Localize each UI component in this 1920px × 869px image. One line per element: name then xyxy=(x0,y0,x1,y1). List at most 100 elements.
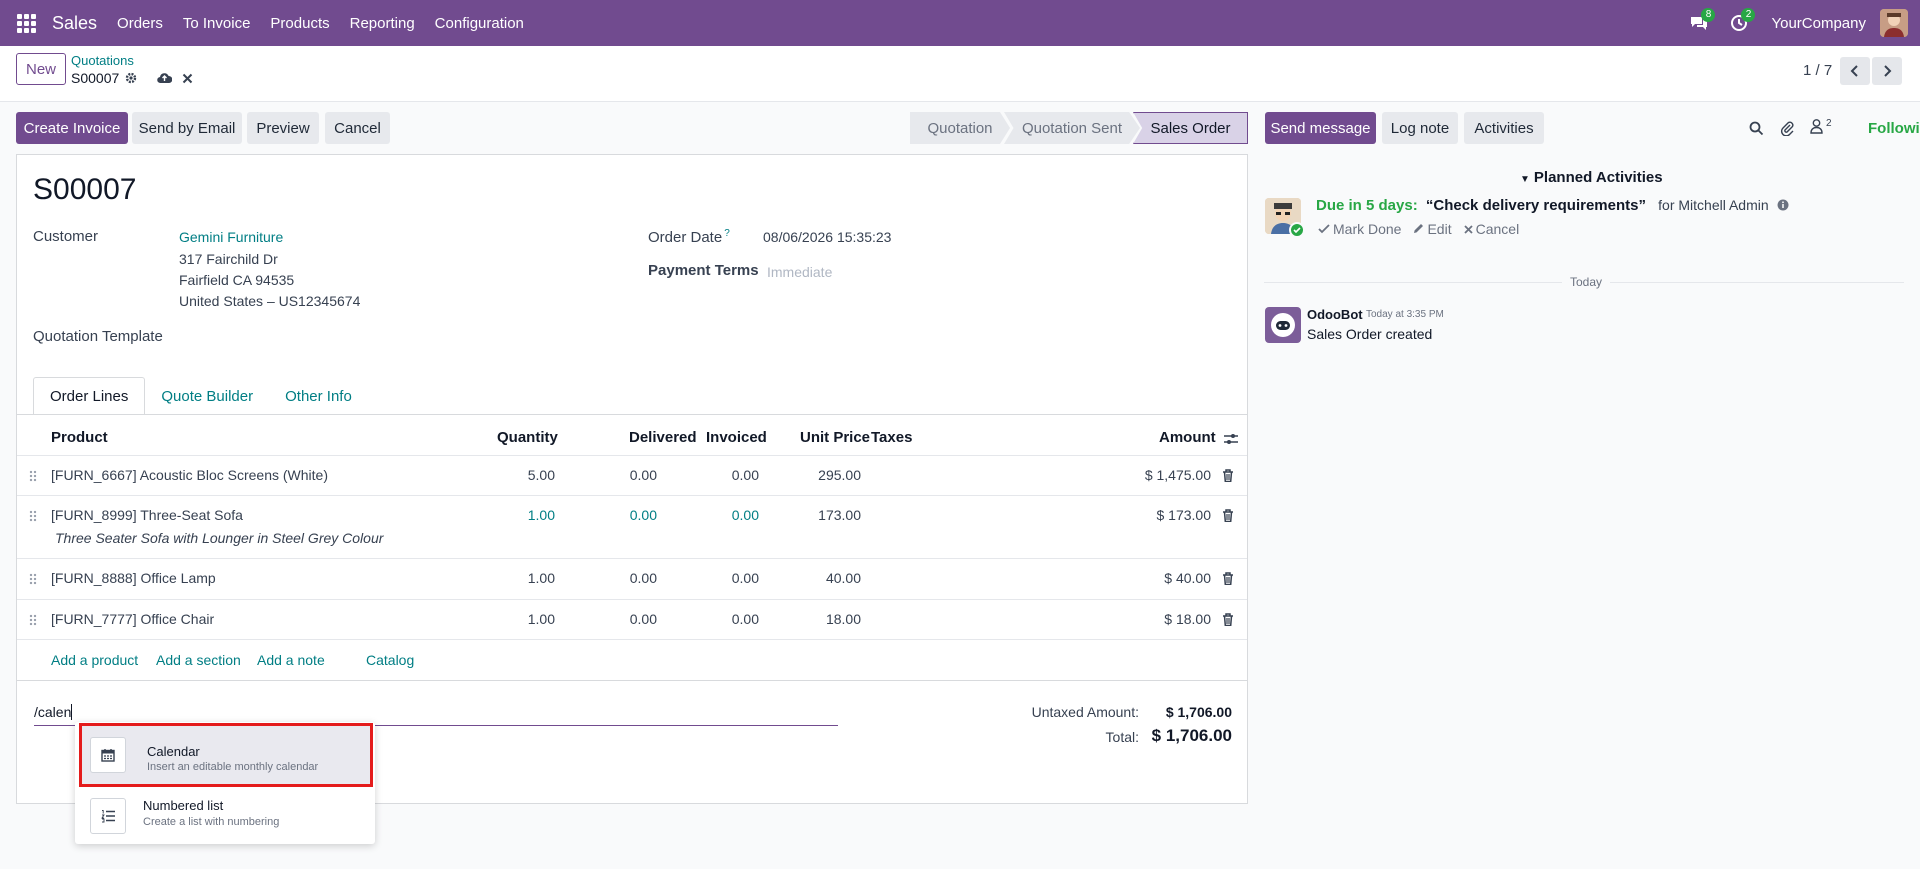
message-time: Today at 3:35 PM xyxy=(1366,309,1444,320)
following-button[interactable]: Following xyxy=(1868,120,1920,137)
numbered-list-icon xyxy=(90,798,126,834)
stage-quotation[interactable]: Quotation xyxy=(910,112,1010,144)
edit-activity-button[interactable]: Edit xyxy=(1413,221,1452,237)
user-avatar[interactable] xyxy=(1880,9,1908,37)
company-switcher[interactable]: YourCompany xyxy=(1771,14,1866,32)
table-row[interactable]: [FURN_8999] Three-Seat Sofa Three Seater… xyxy=(17,495,1247,558)
drag-handle-icon[interactable] xyxy=(29,614,37,626)
planned-activities-toggle[interactable]: ▼ Planned Activities xyxy=(1520,169,1663,186)
search-icon[interactable] xyxy=(1749,121,1764,136)
line-quantity[interactable]: 1.00 xyxy=(527,611,555,627)
customer-label: Customer xyxy=(33,228,99,245)
line-product[interactable]: [FURN_8888] Office Lamp xyxy=(51,570,216,586)
line-unit-price[interactable]: 295.00 xyxy=(818,467,861,483)
mark-done-button[interactable]: Mark Done xyxy=(1318,221,1401,237)
gear-icon[interactable] xyxy=(125,72,137,84)
column-invoiced[interactable]: Invoiced xyxy=(706,429,767,446)
log-note-button[interactable]: Log note xyxy=(1382,112,1458,144)
column-delivered[interactable]: Delivered xyxy=(629,429,697,446)
notebook-tabs: Order Lines Quote Builder Other Info xyxy=(33,377,368,415)
customer-address-line2: Fairfield CA 94535 xyxy=(179,272,295,288)
stage-sales-order[interactable]: Sales Order xyxy=(1133,112,1248,144)
line-description[interactable]: Three Seater Sofa with Lounger in Steel … xyxy=(55,530,384,546)
check-icon xyxy=(1289,222,1305,238)
line-quantity[interactable]: 1.00 xyxy=(527,507,555,523)
optional-columns-icon[interactable] xyxy=(1224,432,1238,446)
add-product-link[interactable]: Add a product xyxy=(51,652,139,668)
app-name[interactable]: Sales xyxy=(52,12,98,33)
trash-icon[interactable] xyxy=(1222,572,1234,585)
followers-count: 2 xyxy=(1826,118,1832,129)
order-date-help[interactable]: ? xyxy=(724,228,730,239)
command-calendar[interactable]: Calendar Insert an editable monthly cale… xyxy=(79,723,373,787)
cancel-activity-button[interactable]: Cancel xyxy=(1463,221,1519,237)
trash-icon[interactable] xyxy=(1222,469,1234,482)
table-row[interactable]: [FURN_6667] Acoustic Bloc Screens (White… xyxy=(17,455,1247,495)
tab-order-lines[interactable]: Order Lines xyxy=(33,377,146,415)
terms-note-editor[interactable]: /calen xyxy=(34,704,838,726)
line-product[interactable]: [FURN_8999] Three-Seat Sofa xyxy=(51,507,243,523)
table-row[interactable]: [FURN_7777] Office Chair 1.00 0.00 0.00 … xyxy=(17,599,1247,639)
add-note-link[interactable]: Add a note xyxy=(257,652,325,668)
menu-products[interactable]: Products xyxy=(270,14,330,32)
line-quantity[interactable]: 1.00 xyxy=(527,570,555,586)
terms-note-text: /calen xyxy=(34,704,72,720)
drag-handle-icon[interactable] xyxy=(29,470,37,482)
preview-button[interactable]: Preview xyxy=(247,112,319,144)
stage-quotation-sent[interactable]: Quotation Sent xyxy=(1004,112,1140,144)
check-mark-icon xyxy=(1318,224,1330,234)
line-product[interactable]: [FURN_6667] Acoustic Bloc Screens (White… xyxy=(51,467,328,483)
chevron-right-icon xyxy=(1884,65,1892,77)
info-icon[interactable] xyxy=(1777,199,1789,211)
catalog-link[interactable]: Catalog xyxy=(366,652,415,668)
create-invoice-button[interactable]: Create Invoice xyxy=(16,112,128,144)
cancel-order-button[interactable]: Cancel xyxy=(325,112,390,144)
line-amount: $ 1,475.00 xyxy=(1144,467,1211,483)
line-unit-price[interactable]: 40.00 xyxy=(825,570,861,586)
pager-previous-button[interactable] xyxy=(1840,57,1870,85)
line-unit-price[interactable]: 173.00 xyxy=(818,507,861,523)
menu-reporting[interactable]: Reporting xyxy=(349,14,415,32)
discard-icon[interactable] xyxy=(182,73,193,84)
drag-handle-icon[interactable] xyxy=(29,573,37,585)
column-quantity[interactable]: Quantity xyxy=(497,429,558,446)
activity-actions: Mark Done Edit Cancel xyxy=(1318,221,1519,237)
apps-menu-button[interactable] xyxy=(0,0,52,46)
message-author[interactable]: OdooBot xyxy=(1307,307,1363,322)
pager-next-button[interactable] xyxy=(1872,57,1902,85)
new-button[interactable]: New xyxy=(16,53,66,85)
column-unit-price[interactable]: Unit Price xyxy=(800,429,871,446)
activity-title: “Check delivery requirements” xyxy=(1425,197,1646,214)
send-message-button[interactable]: Send message xyxy=(1265,112,1376,144)
paperclip-icon[interactable] xyxy=(1780,120,1794,136)
messaging-menu[interactable]: 8 xyxy=(1679,0,1719,46)
tab-other-info[interactable]: Other Info xyxy=(285,387,352,405)
command-numbered-list[interactable]: Numbered list Create a list with numberi… xyxy=(75,790,375,842)
trash-icon[interactable] xyxy=(1222,613,1234,626)
column-taxes[interactable]: Taxes xyxy=(871,429,913,446)
menu-orders[interactable]: Orders xyxy=(117,14,163,32)
cloud-upload-icon[interactable] xyxy=(157,72,172,84)
customer-field[interactable]: Gemini Furniture xyxy=(179,229,284,245)
order-date-field[interactable]: 08/06/2026 15:35:23 xyxy=(763,229,892,245)
table-row[interactable]: [FURN_8888] Office Lamp 1.00 0.00 0.00 4… xyxy=(17,558,1247,599)
line-quantity[interactable]: 5.00 xyxy=(527,467,555,483)
pager-value[interactable]: 1 / 7 xyxy=(1803,62,1833,79)
column-amount[interactable]: Amount xyxy=(1159,429,1216,446)
send-by-email-button[interactable]: Send by Email xyxy=(132,112,242,144)
line-product[interactable]: [FURN_7777] Office Chair xyxy=(51,611,215,627)
trash-icon[interactable] xyxy=(1222,509,1234,522)
followers-button[interactable]: 2 xyxy=(1810,118,1832,134)
menu-to-invoice[interactable]: To Invoice xyxy=(182,14,251,32)
tab-quote-builder[interactable]: Quote Builder xyxy=(161,387,254,405)
command-calendar-description: Insert an editable monthly calendar xyxy=(147,761,319,773)
menu-configuration[interactable]: Configuration xyxy=(434,14,524,32)
breadcrumb-quotations[interactable]: Quotations xyxy=(71,53,134,68)
activity-menu[interactable]: 2 xyxy=(1719,0,1759,46)
column-product[interactable]: Product xyxy=(51,429,108,446)
activities-button[interactable]: Activities xyxy=(1464,112,1544,144)
add-section-link[interactable]: Add a section xyxy=(156,652,241,668)
drag-handle-icon[interactable] xyxy=(29,510,37,522)
payment-terms-field[interactable]: Immediate xyxy=(767,264,833,280)
line-unit-price[interactable]: 18.00 xyxy=(825,611,861,627)
